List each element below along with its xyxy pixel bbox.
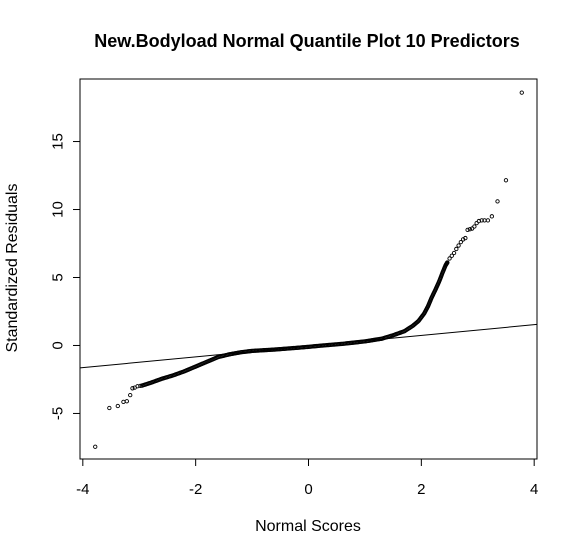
y-tick-label: 5: [49, 273, 66, 281]
x-tick-label: 2: [417, 481, 425, 498]
data-point: [469, 226, 475, 231]
data-point: [449, 253, 454, 258]
data-point: [495, 199, 500, 204]
y-tick-label: 15: [49, 133, 66, 150]
x-axis-label: Normal Scores: [255, 518, 361, 535]
data-point: [458, 239, 463, 245]
data-point: [115, 403, 120, 409]
y-axis-label: Standardized Residuals: [4, 184, 21, 353]
x-axis: -4 -2 0 2 4: [76, 458, 538, 498]
data-point: [107, 405, 112, 411]
y-tick-label: -5: [49, 407, 66, 420]
x-tick-label: 4: [530, 481, 538, 498]
y-tick-label: 0: [49, 341, 66, 349]
data-point: [460, 237, 466, 242]
data-point: [121, 399, 126, 405]
data-point: [467, 227, 473, 232]
data-point: [482, 218, 487, 223]
data-point: [519, 90, 524, 95]
data-point: [503, 178, 509, 183]
data-point: [489, 214, 495, 219]
data-point: [93, 444, 98, 449]
data-point: [130, 386, 135, 391]
data-point: [454, 246, 459, 252]
data-point: [135, 384, 140, 389]
x-tick-label: -2: [189, 481, 202, 498]
x-tick-label: 0: [304, 481, 312, 498]
data-point: [124, 399, 129, 404]
chart-title: New.Bodyload Normal Quantile Plot 10 Pre…: [94, 31, 519, 51]
data-points: [93, 90, 524, 449]
data-point: [447, 256, 452, 261]
y-axis: -5 0 5 10 15: [49, 133, 81, 420]
data-point: [456, 243, 461, 248]
qq-reference-line: [79, 323, 538, 369]
data-point: [451, 250, 457, 256]
reference-line-layer: [79, 323, 538, 369]
x-tick-label: -4: [76, 481, 89, 498]
plot-frame: [79, 78, 538, 460]
data-point: [445, 260, 450, 265]
data-point: [485, 218, 491, 223]
data-point: [474, 220, 479, 226]
y-tick-label: 10: [49, 201, 66, 218]
data-point: [138, 383, 143, 389]
data-point: [128, 392, 133, 398]
data-point: [465, 227, 470, 233]
